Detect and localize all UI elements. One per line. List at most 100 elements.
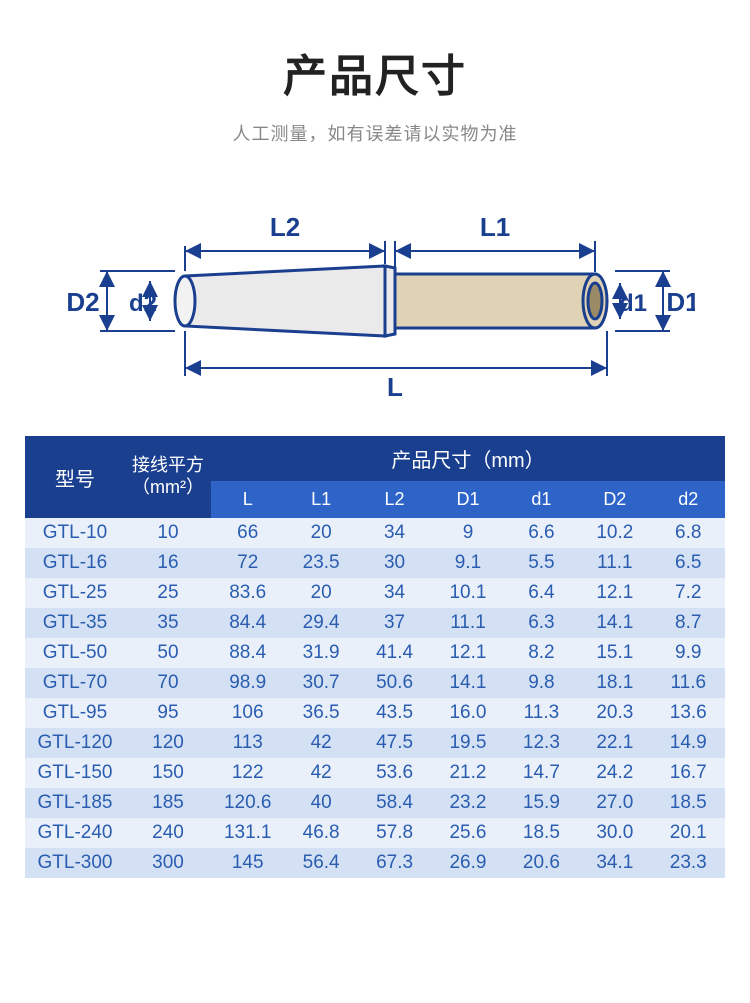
table-row: GTL-1501501224253.621.214.724.216.7 — [25, 758, 725, 788]
cell-L2: 30 — [358, 548, 431, 578]
th-L1: L1 — [284, 481, 357, 518]
table-header: 型号 接线平方 （mm²） 产品尺寸（mm） LL1L2D1d1D2d2 — [25, 436, 725, 518]
page-title: 产品尺寸 — [0, 40, 750, 104]
cell-L2: 57.8 — [358, 818, 431, 848]
cell-D1: 9 — [431, 518, 504, 548]
cell-L: 145 — [211, 848, 284, 878]
cell-L1: 30.7 — [284, 668, 357, 698]
cell-D2: 18.1 — [578, 668, 651, 698]
th-dim-group: 产品尺寸（mm） — [211, 436, 725, 481]
cell-wire: 16 — [125, 548, 211, 578]
cell-L1: 56.4 — [284, 848, 357, 878]
cell-L2: 58.4 — [358, 788, 431, 818]
cell-L: 131.1 — [211, 818, 284, 848]
table-row: GTL-505088.431.941.412.18.215.19.9 — [25, 638, 725, 668]
table-row: GTL-240240131.146.857.825.618.530.020.1 — [25, 818, 725, 848]
cell-D1: 11.1 — [431, 608, 504, 638]
cell-L: 113 — [211, 728, 284, 758]
th-wire-l1: 接线平方 — [132, 455, 204, 475]
header: 产品尺寸 人工测量，如有误差请以实物为准 — [0, 0, 750, 146]
cell-L2: 41.4 — [358, 638, 431, 668]
cell-d2: 14.9 — [652, 728, 725, 758]
cell-L: 84.4 — [211, 608, 284, 638]
cell-L1: 29.4 — [284, 608, 357, 638]
cell-L1: 20 — [284, 578, 357, 608]
cell-d1: 6.4 — [505, 578, 578, 608]
table-row: GTL-101066203496.610.26.8 — [25, 518, 725, 548]
cell-D1: 12.1 — [431, 638, 504, 668]
cell-model: GTL-70 — [25, 668, 125, 698]
table-row: GTL-353584.429.43711.16.314.18.7 — [25, 608, 725, 638]
cell-D2: 20.3 — [578, 698, 651, 728]
cell-d2: 6.8 — [652, 518, 725, 548]
cell-D1: 9.1 — [431, 548, 504, 578]
cell-D2: 22.1 — [578, 728, 651, 758]
cell-L1: 42 — [284, 728, 357, 758]
cell-L: 120.6 — [211, 788, 284, 818]
cell-D2: 34.1 — [578, 848, 651, 878]
cell-wire: 185 — [125, 788, 211, 818]
cell-D1: 25.6 — [431, 818, 504, 848]
cell-d1: 15.9 — [505, 788, 578, 818]
cell-model: GTL-50 — [25, 638, 125, 668]
cell-D2: 15.1 — [578, 638, 651, 668]
dimension-diagram: L2 L1 L D2 d2 d1 D1 — [0, 196, 750, 406]
cell-L: 98.9 — [211, 668, 284, 698]
cell-wire: 240 — [125, 818, 211, 848]
cell-model: GTL-16 — [25, 548, 125, 578]
cell-wire: 150 — [125, 758, 211, 788]
cell-L2: 50.6 — [358, 668, 431, 698]
cell-model: GTL-300 — [25, 848, 125, 878]
cell-D1: 19.5 — [431, 728, 504, 758]
th-wire-l2: （mm²） — [132, 477, 204, 497]
cell-L: 83.6 — [211, 578, 284, 608]
cell-L2: 53.6 — [358, 758, 431, 788]
label-l2: L2 — [270, 212, 300, 242]
cell-d1: 6.6 — [505, 518, 578, 548]
cell-L1: 46.8 — [284, 818, 357, 848]
cell-L: 106 — [211, 698, 284, 728]
cell-wire: 300 — [125, 848, 211, 878]
cell-model: GTL-35 — [25, 608, 125, 638]
cell-D1: 23.2 — [431, 788, 504, 818]
cell-D1: 10.1 — [431, 578, 504, 608]
cell-D1: 21.2 — [431, 758, 504, 788]
th-d1: d1 — [505, 481, 578, 518]
cell-L1: 20 — [284, 518, 357, 548]
cell-d1: 20.6 — [505, 848, 578, 878]
label-l: L — [387, 372, 403, 402]
cell-d2: 13.6 — [652, 698, 725, 728]
cell-D2: 11.1 — [578, 548, 651, 578]
label-d2-outer: D2 — [66, 287, 99, 317]
cell-D2: 14.1 — [578, 608, 651, 638]
cell-d2: 18.5 — [652, 788, 725, 818]
table-row: GTL-185185120.64058.423.215.927.018.5 — [25, 788, 725, 818]
dimension-table: 型号 接线平方 （mm²） 产品尺寸（mm） LL1L2D1d1D2d2 GTL… — [25, 436, 725, 878]
cell-model: GTL-120 — [25, 728, 125, 758]
cell-d2: 8.7 — [652, 608, 725, 638]
cell-L2: 67.3 — [358, 848, 431, 878]
cell-model: GTL-95 — [25, 698, 125, 728]
cell-L: 72 — [211, 548, 284, 578]
table-row: GTL-16167223.5309.15.511.16.5 — [25, 548, 725, 578]
cell-model: GTL-25 — [25, 578, 125, 608]
cell-d2: 11.6 — [652, 668, 725, 698]
cell-L1: 40 — [284, 788, 357, 818]
cell-D2: 24.2 — [578, 758, 651, 788]
cell-wire: 120 — [125, 728, 211, 758]
table-row: GTL-1201201134247.519.512.322.114.9 — [25, 728, 725, 758]
table-body: GTL-101066203496.610.26.8GTL-16167223.53… — [25, 518, 725, 878]
cell-D1: 26.9 — [431, 848, 504, 878]
cell-L2: 34 — [358, 518, 431, 548]
table-row: GTL-252583.6203410.16.412.17.2 — [25, 578, 725, 608]
cell-L1: 42 — [284, 758, 357, 788]
cell-D1: 14.1 — [431, 668, 504, 698]
diagram-svg: L2 L1 L D2 d2 d1 D1 — [55, 196, 695, 406]
label-d1-outer: D1 — [666, 287, 695, 317]
cell-L1: 23.5 — [284, 548, 357, 578]
th-D1: D1 — [431, 481, 504, 518]
cell-L2: 47.5 — [358, 728, 431, 758]
cell-wire: 25 — [125, 578, 211, 608]
cell-wire: 35 — [125, 608, 211, 638]
th-L: L — [211, 481, 284, 518]
